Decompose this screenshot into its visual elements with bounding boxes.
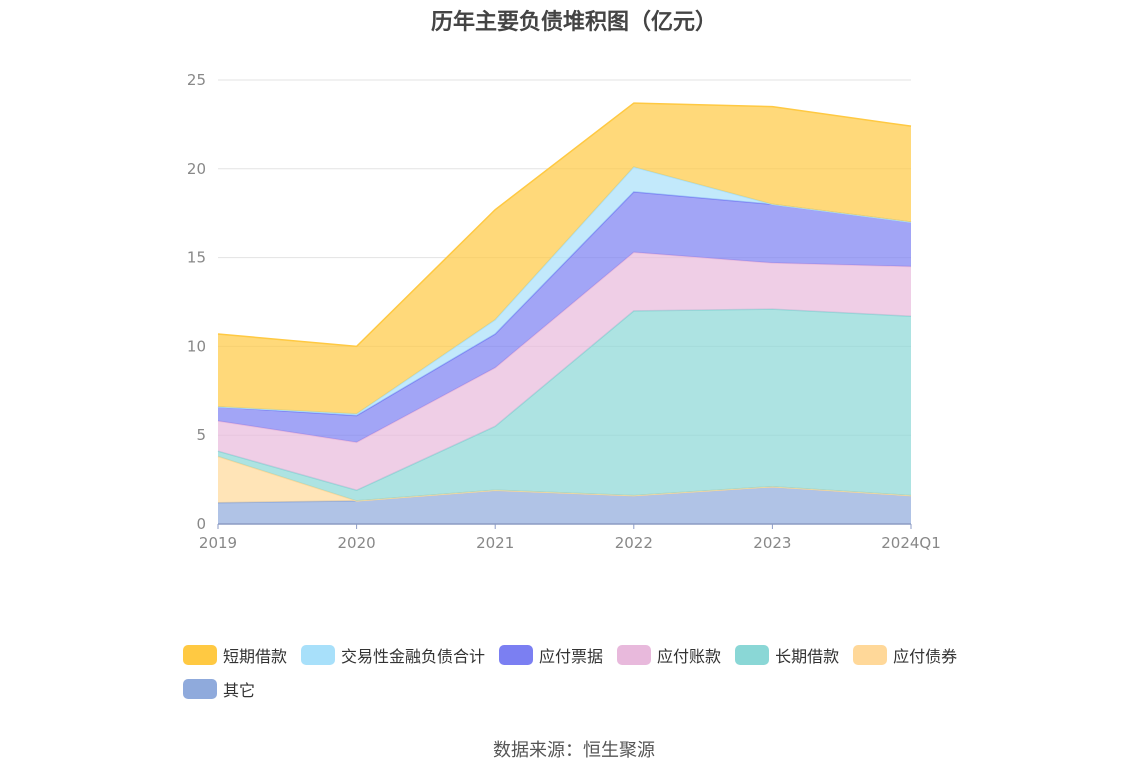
legend-swatch: [735, 645, 770, 665]
x-tick-label: 2021: [476, 534, 514, 552]
area-其它: [218, 486, 911, 524]
legend-item[interactable]: 应付账款: [617, 643, 721, 667]
legend-item[interactable]: 短期借款: [183, 643, 287, 667]
x-tick-label: 2024Q1: [881, 534, 941, 552]
area-长期借款: [218, 309, 911, 501]
axes: 0 5 10 15 20 25 2019 2020 2021 2022 2023 2024Q1: [187, 71, 941, 552]
area-应付债券: [218, 456, 911, 503]
legend-item[interactable]: 交易性金融负债合计: [301, 643, 485, 667]
y-tick-label: 10: [187, 337, 206, 355]
area-短期借款: [218, 103, 911, 414]
y-tick-label: 15: [187, 249, 206, 267]
area-应付票据: [218, 191, 911, 443]
legend-label: 其它: [223, 681, 256, 700]
y-tick-label: 0: [196, 515, 206, 533]
legend-swatch: [183, 645, 217, 665]
y-tick-label: 5: [196, 426, 206, 444]
x-tick-label: 2020: [338, 534, 376, 552]
legend-row: 短期借款 交易性金融负债合计 应付票据 应付账款 长期借款 应付债券: [183, 638, 983, 672]
legend-label: 长期借款: [775, 647, 840, 666]
legend-item[interactable]: 其它: [183, 677, 255, 701]
chart-title: 历年主要负债堆积图（亿元）: [430, 10, 717, 35]
area-edge-短期借款: [217, 102, 912, 348]
legend-item[interactable]: 应付票据: [499, 643, 603, 667]
legend-label: 交易性金融负债合计: [341, 647, 486, 666]
legend-swatch: [301, 645, 336, 665]
legend-swatch: [853, 645, 888, 665]
legend-swatch: [617, 645, 652, 665]
data-source-note: 数据来源：恒生聚源: [493, 740, 655, 761]
legend-label: 应付债券: [893, 647, 958, 666]
legend-swatch: [499, 645, 534, 665]
legend-label: 应付账款: [657, 647, 722, 666]
x-tick-label: 2019: [199, 534, 237, 552]
chart-legend: 短期借款 交易性金融负债合计 应付票据 应付账款 长期借款 应付债券 其它: [183, 638, 983, 706]
chart-plot: 0 5 10 15 20 25 2019 2020 2021 2022 2023 2024Q1: [187, 71, 941, 552]
area-应付账款: [218, 252, 911, 491]
y-tick-label: 25: [187, 71, 206, 89]
x-tick-label: 2023: [753, 534, 791, 552]
legend-item[interactable]: 应付债券: [853, 643, 957, 667]
legend-label: 短期借款: [223, 647, 288, 666]
legend-label: 应付票据: [539, 647, 604, 666]
legend-row: 其它: [183, 672, 983, 706]
legend-swatch: [183, 679, 217, 699]
area-series: [217, 102, 912, 524]
legend-item[interactable]: 长期借款: [735, 643, 839, 667]
x-tick-label: 2022: [615, 534, 653, 552]
y-tick-label: 20: [187, 160, 206, 178]
